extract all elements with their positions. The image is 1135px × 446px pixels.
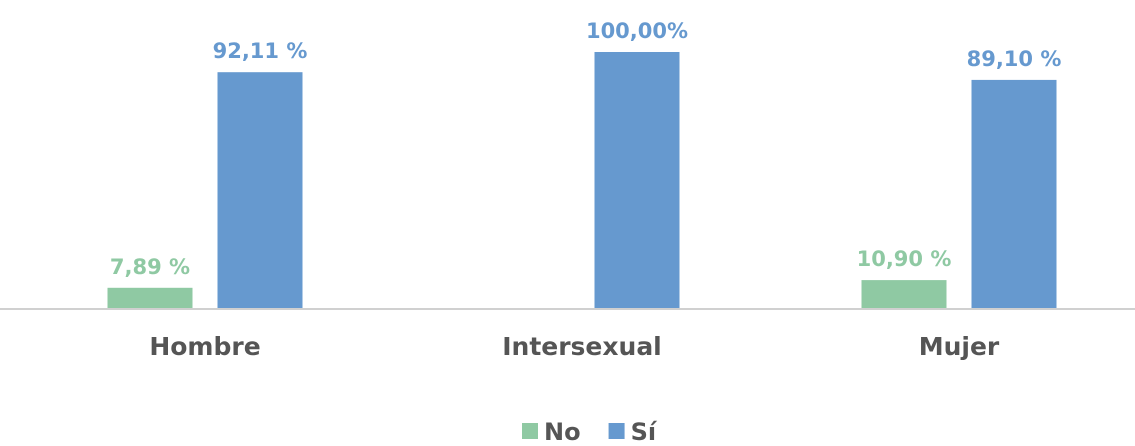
bar xyxy=(594,52,680,308)
x-tick-label: Mujer xyxy=(919,332,1000,361)
value-label: 10,90 % xyxy=(857,247,952,271)
bar xyxy=(107,287,193,308)
value-label: 89,10 % xyxy=(967,47,1062,71)
legend-label: No xyxy=(544,418,581,446)
bar xyxy=(217,72,303,309)
value-label: 92,11 % xyxy=(213,39,308,63)
x-tick-label: Intersexual xyxy=(502,332,662,361)
legend-label: Sí xyxy=(631,418,658,446)
legend-swatch xyxy=(522,423,538,439)
value-label: 100,00% xyxy=(586,19,688,43)
bar xyxy=(861,280,947,308)
bar xyxy=(971,79,1057,309)
value-label: 7,89 % xyxy=(110,255,190,279)
legend-swatch xyxy=(608,423,625,439)
x-tick-label: Hombre xyxy=(149,332,260,361)
